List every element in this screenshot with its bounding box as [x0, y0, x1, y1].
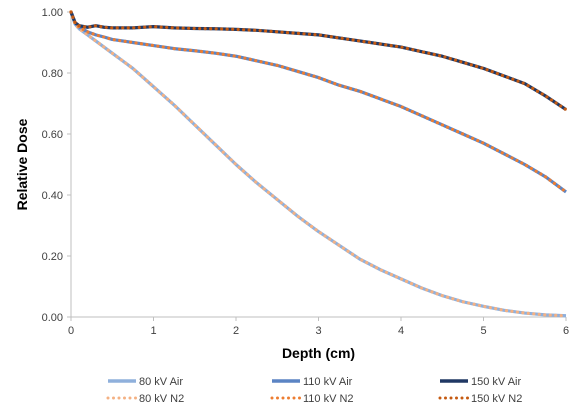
y-tick-label: 0.20 — [42, 251, 63, 263]
series-layer — [69, 10, 568, 318]
x-axis-title: Depth (cm) — [282, 345, 355, 361]
x-axis-tick-labels: 0 1 2 3 4 5 6 — [68, 317, 569, 337]
series-line-110-kv-n2 — [69, 10, 568, 194]
y-tick-label: 0.00 — [42, 312, 63, 324]
x-tick-label: 0 — [68, 325, 74, 337]
series-line-80-kv-air — [69, 11, 567, 318]
legend-label: 110 kV Air — [303, 376, 353, 388]
x-tick-label: 1 — [150, 325, 156, 337]
legend-label: 150 kV N2 — [471, 393, 522, 405]
legend-label: 110 kV N2 — [303, 393, 354, 405]
y-tick-label: 1.00 — [42, 7, 63, 19]
series-line-150-kv-n2 — [69, 10, 568, 112]
y-axis-tick-labels: 0.00 0.20 0.40 0.60 0.80 1.00 — [42, 7, 71, 324]
y-axis-title: Relative Dose — [14, 118, 30, 210]
x-tick-label: 5 — [480, 325, 486, 337]
x-tick-label: 3 — [315, 325, 321, 337]
y-tick-label: 0.80 — [42, 68, 63, 80]
x-tick-label: 2 — [233, 325, 239, 337]
series-line-110-kv-air — [69, 11, 567, 194]
legend-label: 80 kV Air — [139, 376, 183, 388]
legend: 80 kV Air 110 kV Air 150 kV Air 80 kV N2 110… — [106, 376, 522, 405]
x-tick-label: 6 — [563, 325, 569, 337]
y-tick-label: 0.40 — [42, 190, 63, 202]
legend-label: 150 kV Air — [471, 376, 521, 388]
x-tick-label: 4 — [398, 325, 404, 337]
legend-label: 80 kV N2 — [139, 393, 184, 405]
series-line-80-kv-n2 — [69, 10, 568, 318]
y-tick-label: 0.60 — [42, 129, 63, 141]
